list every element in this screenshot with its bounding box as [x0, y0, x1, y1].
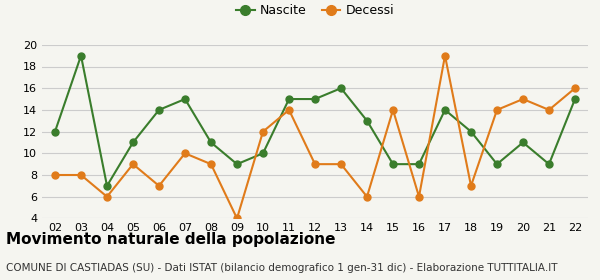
Text: Movimento naturale della popolazione: Movimento naturale della popolazione	[6, 232, 335, 248]
Legend: Nascite, Decessi: Nascite, Decessi	[231, 0, 399, 22]
Text: COMUNE DI CASTIADAS (SU) - Dati ISTAT (bilancio demografico 1 gen-31 dic) - Elab: COMUNE DI CASTIADAS (SU) - Dati ISTAT (b…	[6, 263, 557, 273]
